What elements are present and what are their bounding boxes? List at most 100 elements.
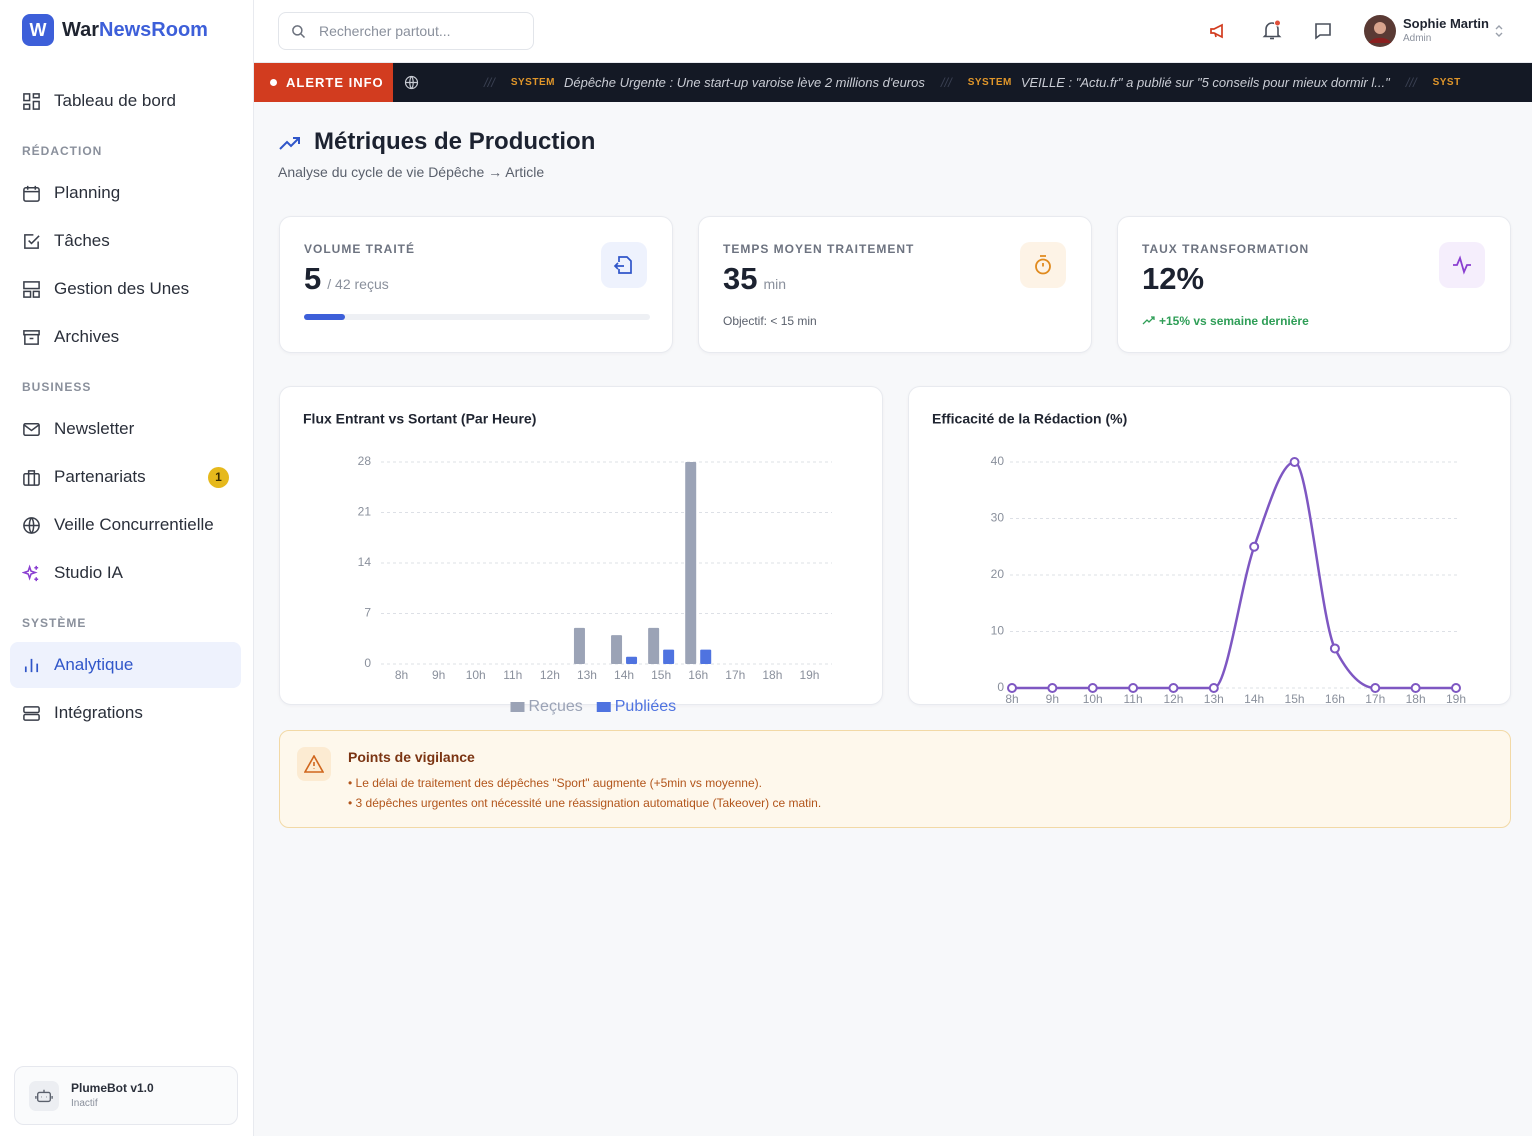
x-tick-label: 15h <box>1285 692 1305 706</box>
messages-icon[interactable] <box>1313 21 1333 41</box>
icon <box>304 755 324 773</box>
x-tick-label: 9h <box>432 668 445 682</box>
x-tick-label: 17h <box>725 668 745 682</box>
badge: 1 <box>208 466 229 488</box>
user-role: Admin <box>1403 33 1432 44</box>
nav-item[interactable]: Studio IA <box>10 550 241 596</box>
nav-item[interactable]: Archives <box>10 314 241 360</box>
nav-item[interactable]: Analytique <box>10 642 241 688</box>
icon <box>22 563 39 581</box>
x-tick-label: 13h <box>1204 692 1224 706</box>
avatar[interactable] <box>1364 15 1396 47</box>
notifications-icon[interactable] <box>1261 19 1283 41</box>
header: Rechercher partout... Sophie Martin Admi… <box>254 0 1532 63</box>
nav-label: Tâches <box>54 231 110 250</box>
ticker-source: SYSTEM <box>510 77 555 88</box>
section-title: RÉDACTION <box>22 144 103 158</box>
bar <box>648 627 660 664</box>
user-name[interactable]: Sophie Martin <box>1403 16 1489 31</box>
nav-label: Planning <box>54 183 121 202</box>
kpi-unit: min <box>763 276 787 292</box>
progress-fill <box>304 314 345 320</box>
icon <box>23 329 40 345</box>
nav-item[interactable]: Planning <box>10 170 241 216</box>
icon <box>23 705 40 721</box>
nav-item[interactable]: Tableau de bord <box>10 78 241 124</box>
progress-track <box>304 314 650 320</box>
logo[interactable]: W <box>22 14 54 46</box>
x-tick-label: 11h <box>503 668 522 682</box>
y-tick-label: 21 <box>358 505 372 519</box>
nav-item[interactable]: Newsletter <box>10 406 241 452</box>
legend-swatch <box>596 702 611 712</box>
point <box>1007 683 1017 693</box>
ticker-source: SYST <box>1432 77 1461 88</box>
nav-item[interactable]: Tâches <box>10 218 241 264</box>
legend-label: Reçues <box>529 698 583 715</box>
kpi-card: TAUX TRANSFORMATION 12% +15% vs semaine … <box>1117 216 1511 353</box>
point <box>1128 683 1139 693</box>
ticker-text[interactable]: VEILLE : "Actu.fr" a publié sur "5 conse… <box>1020 75 1390 90</box>
x-tick-label: 8h <box>1005 692 1018 706</box>
alert-item: • Le délai de traitement des dépêches "S… <box>348 776 762 790</box>
kpi-icon <box>1439 242 1485 288</box>
bar <box>611 635 623 664</box>
ticker-text[interactable]: Dépêche Urgente : Une start-up varoise l… <box>563 75 925 90</box>
kpi-label: TEMPS MOYEN TRAITEMENT <box>723 242 915 256</box>
page-title: Métriques de Production <box>314 128 596 155</box>
x-tick-label: 12h <box>540 668 560 682</box>
x-tick-label: 10h <box>1083 692 1103 706</box>
icon <box>23 280 40 298</box>
y-tick-label: 20 <box>991 567 1005 581</box>
point <box>1451 683 1461 693</box>
ticker-track: /// SYSTEM Dépêche Urgente : Une start-u… <box>468 63 1470 102</box>
x-tick-label: 10h <box>466 668 486 682</box>
nav-item[interactable]: Veille Concurrentielle <box>10 502 241 548</box>
section-title: SYSTÈME <box>22 616 87 630</box>
alert-box: Points de vigilance • Le délai de traite… <box>279 730 1511 828</box>
kpi-label: VOLUME TRAITÉ <box>304 242 415 256</box>
separator: /// <box>940 75 952 90</box>
point <box>1249 541 1260 552</box>
x-tick-label: 16h <box>1325 692 1345 706</box>
brand[interactable]: WarNewsRoom <box>62 19 208 42</box>
y-tick-label: 28 <box>358 454 372 468</box>
dot <box>270 79 277 86</box>
nav-label: Analytique <box>54 655 134 674</box>
y-tick-label: 0 <box>364 656 371 670</box>
separator: /// <box>484 75 495 90</box>
x-tick-label: 19h <box>1446 692 1466 706</box>
kpi-value: 35 min <box>723 261 786 297</box>
point <box>1208 683 1219 693</box>
nav-item[interactable]: Gestion des Unes <box>10 266 241 312</box>
icon <box>35 1089 53 1103</box>
x-tick-label: 17h <box>1365 692 1385 706</box>
ticker-label-text: ALERTE INFO <box>286 75 384 90</box>
y-tick-label: 10 <box>991 624 1005 638</box>
alert-item: • 3 dépêches urgentes ont nécessité une … <box>348 796 822 810</box>
sidebar: W WarNewsRoom Tableau de bord RÉDACTION … <box>0 0 254 1136</box>
point <box>1087 683 1098 693</box>
x-tick-label: 13h <box>577 668 597 682</box>
x-tick-label: 18h <box>762 668 782 682</box>
ticker-label[interactable]: ALERTE INFO <box>254 63 393 102</box>
point <box>1289 457 1300 467</box>
announce-icon[interactable] <box>1208 21 1228 41</box>
bar <box>663 649 675 664</box>
kpi-value: 12% <box>1142 261 1205 296</box>
kpi-note: Objectif: < 15 min <box>723 314 817 328</box>
icon <box>23 516 40 534</box>
user-menu-caret[interactable] <box>1494 24 1504 38</box>
point <box>1410 683 1421 693</box>
bot-name: PlumeBot v1.0 <box>71 1081 154 1095</box>
x-tick-label: 8h <box>395 668 408 682</box>
bot-status[interactable]: PlumeBot v1.0 Inactif <box>14 1066 238 1125</box>
point <box>1329 643 1340 654</box>
kpi-card: TEMPS MOYEN TRAITEMENT 35 min Objectif: <… <box>698 216 1092 353</box>
nav-item[interactable]: Intégrations <box>10 690 241 736</box>
search-box[interactable]: Rechercher partout... <box>278 12 534 50</box>
x-tick-label: 14h <box>614 668 634 682</box>
news-ticker: ALERTE INFO /// SYSTEM Dépêche Urgente :… <box>254 63 1532 102</box>
nav-item[interactable]: Partenariats 1 <box>10 454 241 500</box>
y-tick-label: 14 <box>358 555 372 569</box>
